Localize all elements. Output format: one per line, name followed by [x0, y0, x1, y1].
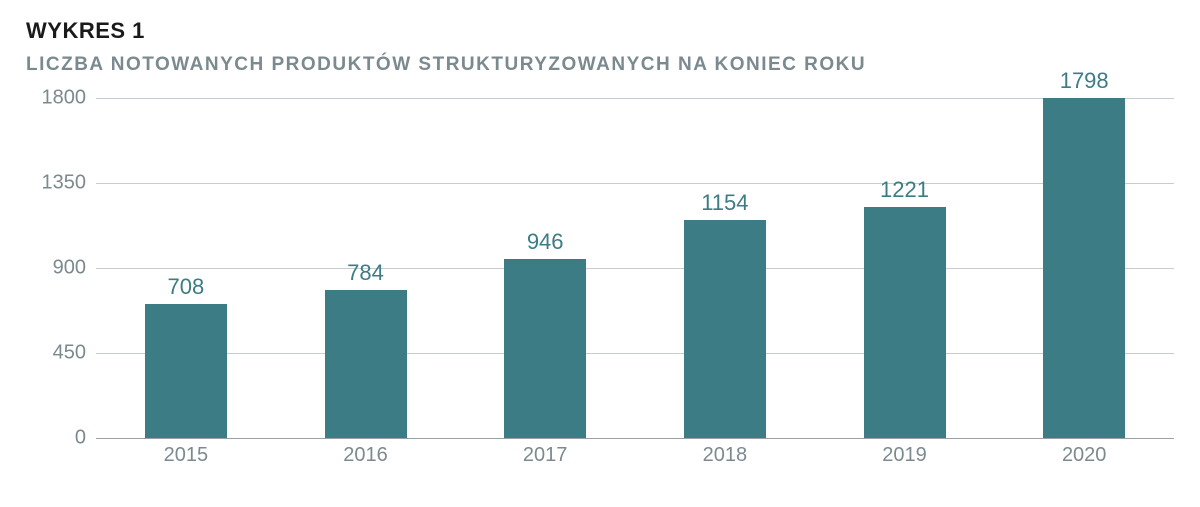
bar-value-label: 1154 — [701, 190, 748, 216]
y-tick-label: 450 — [26, 342, 86, 365]
chart-title: WYKRES 1 — [26, 18, 1174, 44]
x-tick-label: 2016 — [276, 444, 456, 467]
bar-slot: 1221 — [815, 98, 995, 438]
chart-subtitle: LICZBA NOTOWANYCH PRODUKTÓW STRUKTURYZOW… — [26, 54, 1174, 76]
bar: 1221 — [864, 207, 946, 438]
bar: 1798 — [1043, 98, 1125, 438]
x-tick-label: 2020 — [994, 444, 1174, 467]
bar-slot: 784 — [276, 98, 456, 438]
bar-value-label: 784 — [347, 260, 384, 286]
x-tick-label: 2015 — [96, 444, 276, 467]
bar-value-label: 946 — [527, 229, 564, 255]
x-tick-label: 2017 — [455, 444, 635, 467]
y-tick-label: 0 — [26, 427, 86, 450]
y-tick-label: 1800 — [26, 87, 86, 110]
bar: 784 — [325, 290, 407, 438]
bar-chart: 045090013501800 708784946115412211798 20… — [26, 98, 1174, 472]
chart-container: WYKRES 1 LICZBA NOTOWANYCH PRODUKTÓW STR… — [0, 0, 1200, 507]
x-axis-baseline — [96, 438, 1174, 439]
bars-group: 708 784 946 1154 1221 1798 — [96, 98, 1174, 438]
bar: 708 — [145, 304, 227, 438]
bar: 946 — [504, 259, 586, 438]
x-axis: 201520162017201820192020 — [96, 444, 1174, 467]
bar-slot: 1154 — [635, 98, 815, 438]
y-tick-label: 1350 — [26, 172, 86, 195]
bar-value-label: 708 — [167, 274, 204, 300]
x-tick-label: 2018 — [635, 444, 815, 467]
x-tick-label: 2019 — [815, 444, 995, 467]
bar: 1154 — [684, 220, 766, 438]
bar-slot: 708 — [96, 98, 276, 438]
bar-value-label: 1798 — [1060, 68, 1109, 94]
plot-area: 708 784 946 1154 1221 1798 — [96, 98, 1174, 438]
bar-value-label: 1221 — [880, 177, 929, 203]
y-tick-label: 900 — [26, 257, 86, 280]
bar-slot: 946 — [455, 98, 635, 438]
bar-slot: 1798 — [994, 98, 1174, 438]
